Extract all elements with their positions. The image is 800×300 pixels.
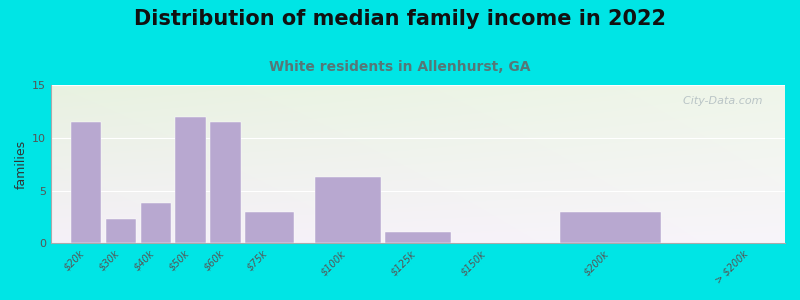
Text: City-Data.com: City-Data.com (677, 96, 763, 106)
Bar (560, 212, 661, 244)
Bar (210, 122, 241, 244)
Bar (246, 212, 294, 244)
Bar (385, 232, 451, 244)
Text: Distribution of median family income in 2022: Distribution of median family income in … (134, 9, 666, 29)
Y-axis label: families: families (15, 140, 28, 189)
Bar (315, 177, 381, 244)
Text: White residents in Allenhurst, GA: White residents in Allenhurst, GA (270, 60, 530, 74)
Bar (141, 203, 171, 244)
Bar (106, 219, 136, 244)
Bar (70, 122, 102, 244)
Bar (175, 117, 206, 244)
